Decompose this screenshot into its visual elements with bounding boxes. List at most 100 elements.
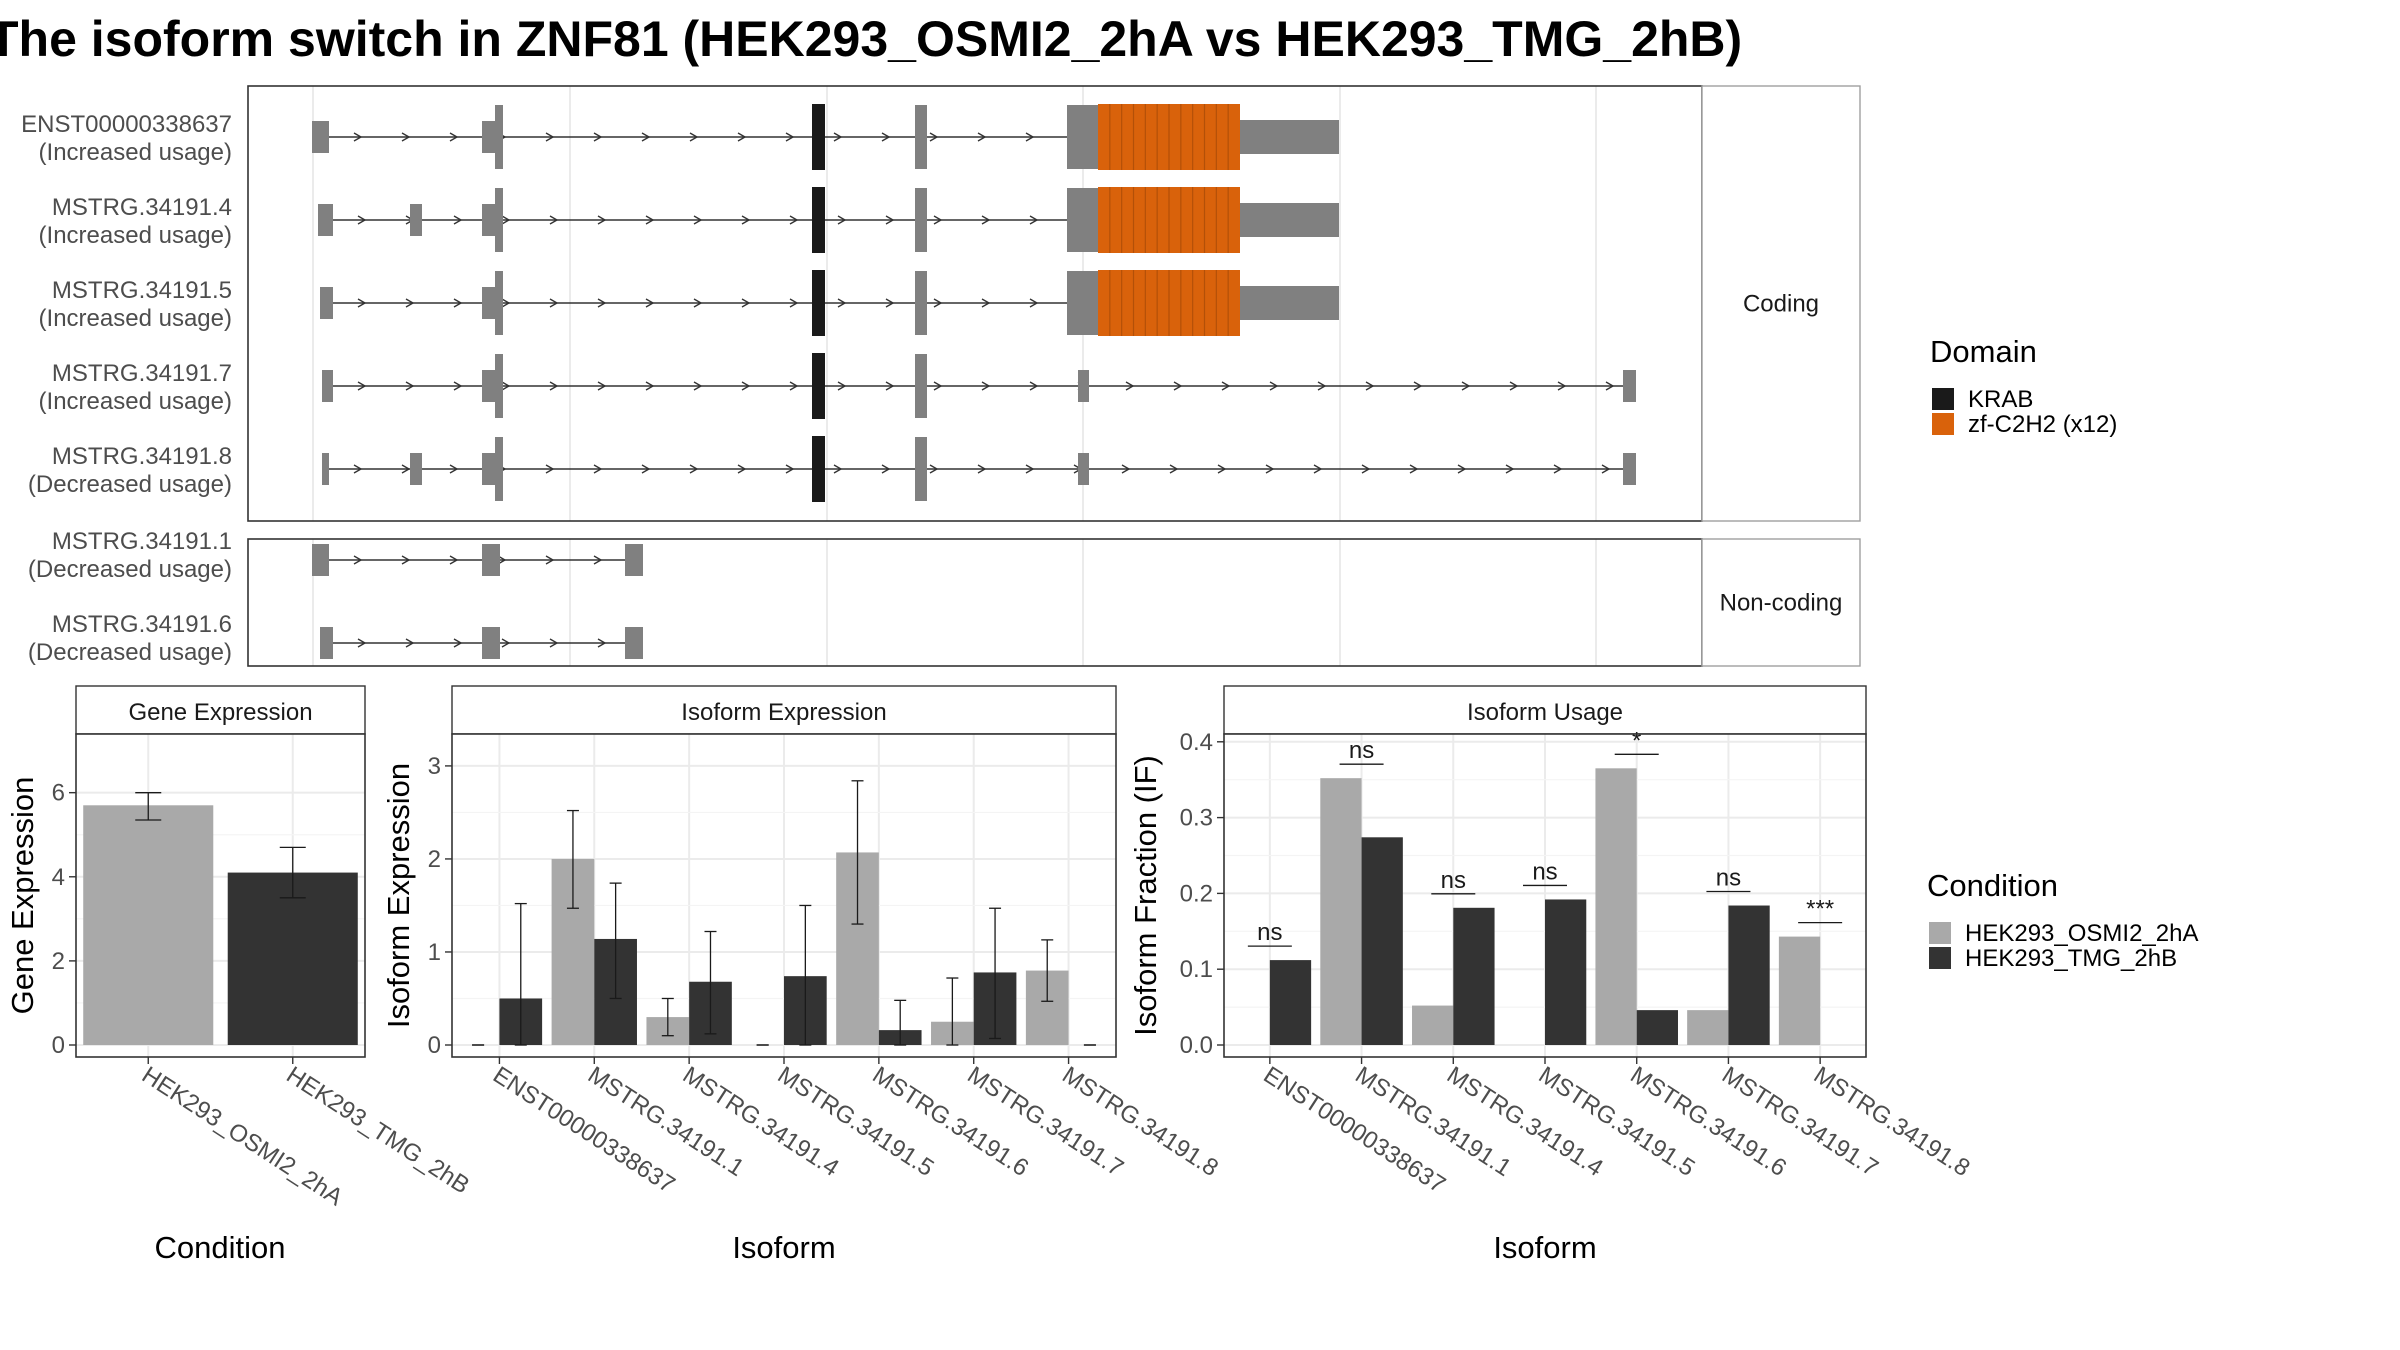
strand-arrow — [1025, 132, 1035, 142]
exon — [1623, 370, 1636, 402]
significance-label: ns — [1441, 867, 1466, 894]
y-axis-title: Gene Expression — [5, 777, 40, 1015]
strand-arrow — [837, 381, 847, 391]
panel-title: Isoform Expression — [681, 699, 886, 726]
strand-arrow — [405, 381, 415, 391]
strand-arrow — [1601, 464, 1611, 474]
y-tick-label: 3 — [428, 753, 441, 780]
bar — [1728, 905, 1770, 1045]
facet-strip — [1701, 538, 1861, 667]
y-tick-label: 0.2 — [1180, 880, 1213, 907]
strand-arrow — [597, 298, 607, 308]
panel-isoform-expression: Isoform Expression0123ENST00000338637MST… — [381, 685, 1223, 1265]
strand-arrow — [1457, 464, 1467, 474]
bar — [1778, 936, 1821, 1045]
transcript-status-label: (Decreased usage) — [28, 556, 232, 583]
x-tick-label: MSTRG.34191.1 — [1350, 1061, 1516, 1182]
strand-arrow — [693, 381, 703, 391]
panel-title: Gene Expression — [128, 699, 312, 726]
strand-arrow — [353, 555, 363, 565]
strand-arrow — [977, 464, 987, 474]
legend-label: HEK293_OSMI2_2hA — [1965, 920, 2198, 947]
strand-arrow — [741, 215, 751, 225]
strand-arrow — [405, 298, 415, 308]
exon — [495, 105, 503, 169]
exon — [495, 271, 503, 335]
strand-arrow — [357, 381, 367, 391]
x-tick-label: MSTRG.34191.5 — [773, 1061, 939, 1182]
exon — [322, 370, 333, 402]
y-tick-label: 1 — [428, 939, 441, 966]
x-tick-label: MSTRG.34191.1 — [583, 1061, 749, 1182]
bar — [1687, 1010, 1729, 1045]
strand-arrow — [1413, 381, 1423, 391]
exon — [1067, 188, 1098, 252]
significance-label: ns — [1532, 858, 1557, 885]
x-axis-title: Isoform — [1493, 1230, 1596, 1265]
strand-arrow — [933, 298, 943, 308]
facet-strip-label: Coding — [1743, 291, 1819, 318]
strand-arrow — [1365, 381, 1375, 391]
strand-arrow — [449, 555, 459, 565]
exon — [495, 188, 503, 252]
bar — [83, 805, 214, 1045]
strand-arrow — [1025, 464, 1035, 474]
bar — [1453, 907, 1495, 1045]
strand-arrow — [1313, 464, 1323, 474]
exon — [1067, 105, 1098, 169]
x-tick-label: MSTRG.34191.8 — [1809, 1061, 1975, 1182]
transcript-row: MSTRG.34191.8(Decreased usage) — [28, 436, 1636, 502]
bar — [227, 872, 358, 1045]
panel-isoform-usage: Isoform Usage 0.0 0.1 0.2 0.3 0.4 ns ns ns ns * ns *… — [1128, 685, 1975, 1265]
strand-arrow — [1029, 215, 1039, 225]
y-tick-label: 0.1 — [1180, 956, 1213, 983]
bar — [1269, 960, 1312, 1045]
strand-arrow — [401, 555, 411, 565]
strand-arrow — [545, 555, 555, 565]
strand-arrow — [449, 464, 459, 474]
strand-arrow — [453, 638, 463, 648]
exon — [1078, 453, 1089, 485]
exon — [322, 453, 329, 485]
strand-arrow — [501, 215, 511, 225]
exon — [410, 453, 422, 485]
strand-arrow — [549, 381, 559, 391]
legend-title: Domain — [1930, 334, 2037, 369]
strand-arrow — [1409, 464, 1419, 474]
strand-arrow — [1265, 464, 1275, 474]
strand-arrow — [881, 464, 891, 474]
exon — [320, 627, 333, 659]
strand-arrow — [549, 298, 559, 308]
strand-arrow — [1269, 381, 1279, 391]
strand-arrow — [1121, 464, 1131, 474]
significance-label: *** — [1806, 896, 1834, 923]
y-tick-label: 4 — [52, 864, 65, 891]
strand-arrow — [597, 381, 607, 391]
strand-arrow — [401, 464, 411, 474]
transcript-row: MSTRG.34191.7(Increased usage) — [39, 353, 1636, 419]
strand-arrow — [693, 215, 703, 225]
exon — [312, 544, 329, 576]
strand-arrow — [645, 381, 655, 391]
y-tick-label: 6 — [52, 780, 65, 807]
y-tick-label: 0.0 — [1180, 1032, 1213, 1059]
transcript-status-label: (Increased usage) — [39, 222, 232, 249]
transcript-id-label: MSTRG.34191.7 — [52, 360, 232, 387]
y-tick-label: 2 — [428, 846, 441, 873]
strand-arrow — [353, 132, 363, 142]
strand-arrow — [981, 215, 991, 225]
strand-arrow — [501, 381, 511, 391]
strand-arrow — [549, 638, 559, 648]
strand-arrow — [405, 638, 415, 648]
strand-arrow — [645, 215, 655, 225]
transcript-row: MSTRG.34191.5(Increased usage) — [39, 270, 1339, 336]
strand-arrow — [693, 298, 703, 308]
krab-domain — [812, 353, 825, 419]
strand-arrow — [1605, 381, 1615, 391]
y-axis-title: Isoform Expression — [381, 763, 416, 1028]
bar — [1636, 1010, 1678, 1045]
exon — [915, 354, 927, 418]
exon-utr — [1240, 203, 1339, 237]
strand-arrow — [453, 298, 463, 308]
